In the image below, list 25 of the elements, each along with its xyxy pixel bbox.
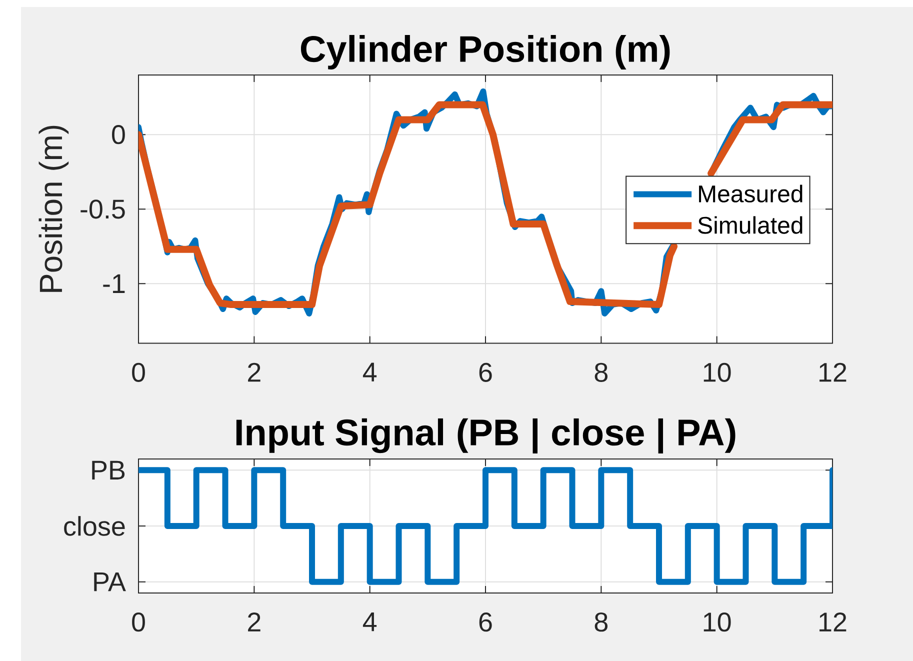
category-label: close: [64, 516, 125, 536]
x-tick-label: 6: [479, 612, 492, 632]
y-axis-title: Position (m): [38, 126, 69, 292]
legend-label: Measured: [699, 184, 802, 202]
x-tick-label: 0: [132, 362, 145, 382]
x-tick-label: 8: [594, 362, 608, 382]
x-tick-label: 10: [704, 612, 731, 632]
x-tick-label: 10: [704, 362, 731, 382]
x-tick-label: 12: [820, 362, 846, 382]
x-tick-label: 4: [362, 362, 377, 382]
x-tick-label: 12: [820, 612, 846, 632]
x-tick-label: 2: [248, 612, 260, 632]
chart-title: Input Signal (PB | close | PA): [236, 418, 736, 454]
x-tick-label: 4: [362, 612, 377, 632]
y-tick-label: 0: [112, 125, 125, 144]
x-tick-label: 2: [248, 362, 260, 382]
y-tick-label: -1: [103, 274, 125, 293]
chart-title: Cylinder Position (m): [300, 34, 670, 70]
x-tick-label: 8: [594, 612, 608, 632]
y-tick-label: -0.5: [80, 200, 125, 219]
category-label: PB: [92, 460, 125, 480]
category-label: PA: [94, 572, 126, 592]
x-tick-label: 0: [132, 612, 145, 632]
x-tick-label: 6: [479, 362, 492, 382]
legend-label: Simulated: [698, 216, 802, 234]
